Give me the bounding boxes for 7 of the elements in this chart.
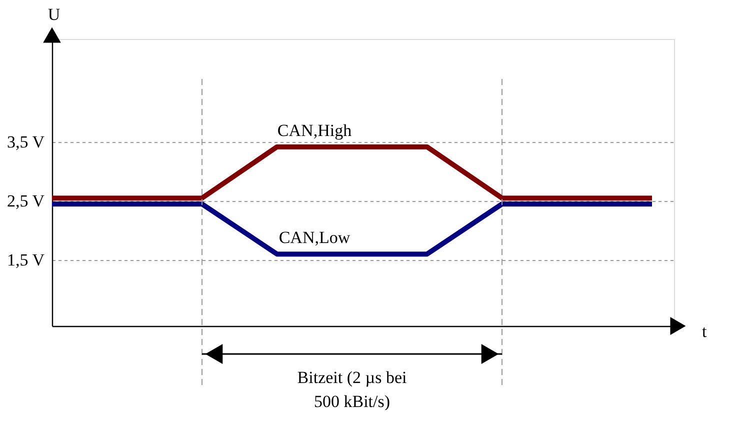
y-tick-label: 2,5 V — [7, 192, 46, 211]
series-label: CAN,Low — [278, 228, 351, 248]
y-tick-label: 1,5 V — [7, 250, 46, 270]
y-axis-title: U — [48, 5, 60, 24]
x-axis-title: t — [702, 322, 707, 341]
series-label: CAN,High — [277, 120, 352, 140]
y-tick-label: 3,5 V — [7, 132, 46, 152]
